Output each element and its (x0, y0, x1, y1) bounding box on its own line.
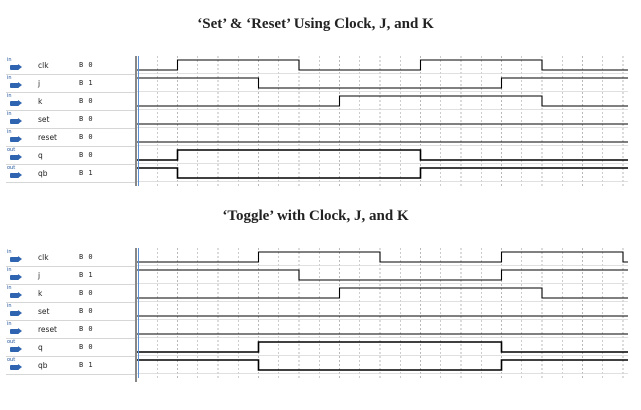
input-port-icon: in (7, 249, 22, 264)
input-port-icon: in (7, 111, 22, 126)
signal-row-qb[interactable]: out qb B 1 (6, 356, 137, 375)
signal-name: k (38, 289, 43, 298)
input-port-icon: in (7, 285, 22, 300)
output-port-icon: out (7, 357, 22, 372)
signal-value: B 0 (79, 343, 94, 351)
output-port-icon: out (7, 147, 22, 162)
port-direction-label: in (7, 57, 12, 63)
input-port-icon: in (7, 267, 22, 282)
panel-2-title: ‘Toggle’ with Clock, J, and K (222, 208, 409, 224)
signal-row-set[interactable]: in set B 0 (6, 110, 137, 129)
signal-value: B 0 (79, 253, 94, 261)
signal-row-reset[interactable]: in reset B 0 (6, 128, 137, 147)
panel-1-title: ‘Set’ & ‘Reset’ Using Clock, J, and K (197, 16, 434, 32)
signal-row-set[interactable]: in set B 0 (6, 302, 137, 321)
waveform-j (137, 77, 628, 89)
signal-name: clk (38, 61, 49, 70)
waveform-panel-toggle: in clk B 0 in j B 1 in k B 0 in set B 0 in reset B 0 ou… (6, 248, 628, 382)
signal-value: B 0 (79, 61, 94, 69)
signal-name: set (38, 307, 50, 316)
input-port-icon: in (7, 303, 22, 318)
input-port-icon: in (7, 75, 22, 90)
waveform-q (137, 149, 628, 161)
signal-row-qb[interactable]: out qb B 1 (6, 164, 137, 183)
signal-value: B 0 (79, 151, 94, 159)
waveform-k (137, 287, 628, 299)
signal-row-j[interactable]: in j B 1 (6, 74, 137, 93)
signal-name: j (38, 271, 41, 280)
waveform-panel-set-reset: in clk B 0 in j B 1 in k B 0 in set B 0 in reset B 0 ou… (6, 56, 628, 186)
input-port-icon: in (7, 129, 22, 144)
waveform-j (137, 269, 628, 281)
port-direction-label: in (7, 285, 12, 291)
signal-name: k (38, 97, 43, 106)
signal-name: q (38, 151, 43, 160)
waveform-qb (137, 167, 628, 179)
output-port-icon: out (7, 339, 22, 354)
signal-name: clk (38, 253, 49, 262)
port-direction-label: in (7, 267, 12, 273)
signal-name: reset (38, 133, 57, 142)
port-direction-label: in (7, 129, 12, 135)
input-port-icon: in (7, 321, 22, 336)
port-direction-label: in (7, 111, 12, 117)
signal-name: q (38, 343, 43, 352)
signal-name: j (38, 79, 41, 88)
signal-value: B 1 (79, 169, 94, 177)
signal-value: B 0 (79, 325, 94, 333)
signal-row-reset[interactable]: in reset B 0 (6, 320, 137, 339)
signal-value: B 0 (79, 307, 94, 315)
panel-divider (135, 248, 137, 382)
signal-value: B 1 (79, 79, 94, 87)
waveform-q (137, 341, 628, 353)
signal-name: reset (38, 325, 57, 334)
port-direction-label: in (7, 321, 12, 327)
input-port-icon: in (7, 57, 22, 72)
panel-divider (135, 56, 137, 186)
signal-value: B 0 (79, 133, 94, 141)
port-direction-label: out (7, 357, 16, 363)
waveform-area[interactable] (137, 248, 628, 382)
signal-row-j[interactable]: in j B 1 (6, 266, 137, 285)
waveform-area[interactable] (137, 56, 628, 186)
signal-name: qb (38, 361, 48, 370)
signal-value: B 0 (79, 97, 94, 105)
signal-row-k[interactable]: in k B 0 (6, 284, 137, 303)
output-port-icon: out (7, 165, 22, 180)
waveform-k (137, 95, 628, 107)
signal-value: B 1 (79, 361, 94, 369)
port-direction-label: in (7, 249, 12, 255)
port-direction-label: out (7, 165, 16, 171)
signal-name: qb (38, 169, 48, 178)
port-direction-label: in (7, 93, 12, 99)
port-direction-label: out (7, 147, 16, 153)
signal-value: B 0 (79, 289, 94, 297)
input-port-icon: in (7, 93, 22, 108)
signal-row-clk[interactable]: in clk B 0 (6, 56, 137, 75)
signal-row-k[interactable]: in k B 0 (6, 92, 137, 111)
signal-row-q[interactable]: out q B 0 (6, 146, 137, 165)
port-direction-label: in (7, 303, 12, 309)
signal-value: B 0 (79, 115, 94, 123)
waveform-qb (137, 359, 628, 371)
port-direction-label: in (7, 75, 12, 81)
signal-value: B 1 (79, 271, 94, 279)
signal-name: set (38, 115, 50, 124)
signal-row-q[interactable]: out q B 0 (6, 338, 137, 357)
waveform-clk (137, 59, 628, 71)
waveform-clk (137, 251, 628, 263)
port-direction-label: out (7, 339, 16, 345)
signal-row-clk[interactable]: in clk B 0 (6, 248, 137, 267)
